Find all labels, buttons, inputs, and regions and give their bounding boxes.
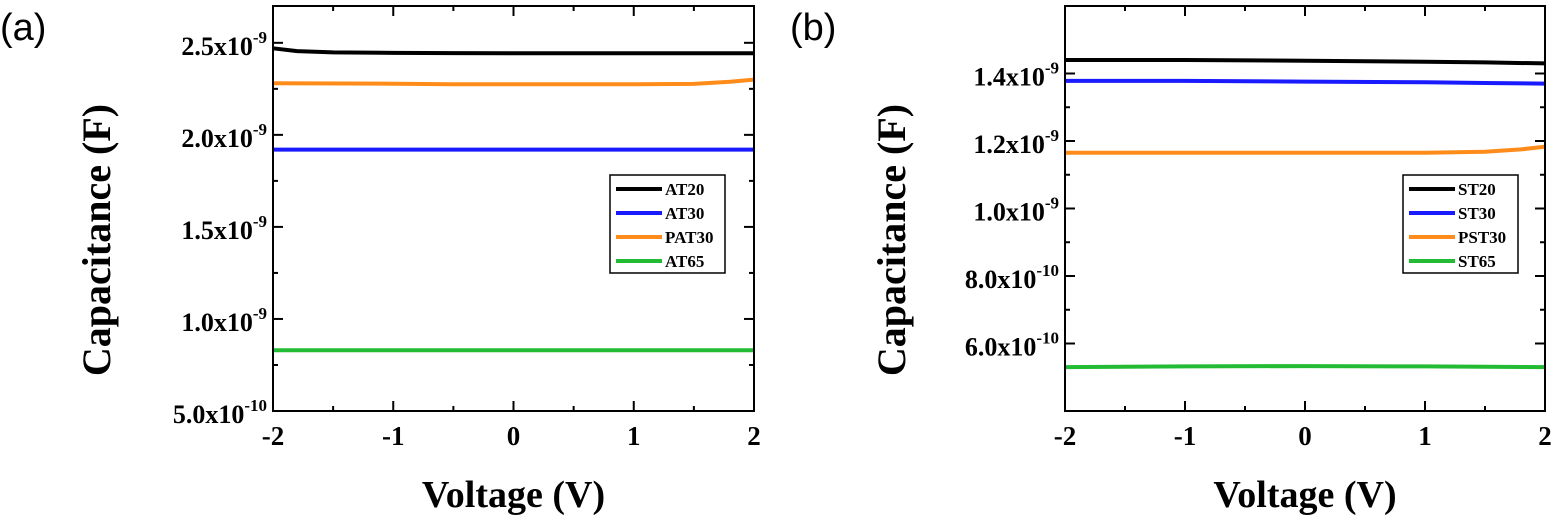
y-tick-label: 5.0x10-10: [173, 396, 267, 429]
legend-label-st65: ST65: [1458, 252, 1496, 271]
series-line-pat30: [272, 77, 755, 87]
x-tick-label: -1: [1174, 421, 1197, 451]
y-tick-label: 1.5x10-9: [181, 212, 267, 245]
legend-label-pat30: PAT30: [665, 228, 713, 247]
y-tick-label: 1.4x10-9: [973, 59, 1059, 92]
y-tick-label: 2.0x10-9: [181, 120, 267, 153]
legend-label-pst30: PST30: [1458, 228, 1506, 247]
series-line-pst30: [1065, 144, 1546, 155]
series-line-st65: [1064, 364, 1546, 370]
legend-label-at20: AT20: [665, 180, 704, 199]
legend: ST20 ST30 PST30 ST65: [1402, 174, 1519, 274]
x-tick-label: 2: [747, 421, 761, 451]
y-axis-label: Capacitance (F): [869, 104, 914, 376]
x-axis-label: Voltage (V): [422, 474, 605, 516]
x-tick-label: 0: [507, 421, 521, 451]
legend-box: [1402, 174, 1519, 274]
y-tick-label: 1.2x10-9: [973, 126, 1059, 159]
chart-panel-b: (b) -2 -1 0 1 2 6.0x10-10 8.0x10-10 1.0x10-9 1.2x…: [790, 5, 1552, 516]
legend-label-st30: ST30: [1458, 204, 1496, 223]
legend-label-at65: AT65: [665, 252, 704, 271]
x-tick-label: 0: [1298, 421, 1312, 451]
y-tick-label: 1.0x10-9: [973, 194, 1059, 227]
x-tick-label: 1: [627, 421, 641, 451]
legend-label-at30: AT30: [665, 204, 704, 223]
x-axis-label: Voltage (V): [1213, 474, 1396, 516]
y-axis-label: Capacitance (F): [74, 104, 119, 376]
series-line-at20: [272, 46, 754, 56]
chart-panel-a: (a) -2 -1 0 1 2 5.0x10-10 1.0x10-9 1.5x10-9 2.0x1…: [0, 5, 761, 516]
x-tick-label: 2: [1538, 421, 1552, 451]
y-tick-label: 1.0x10-9: [181, 304, 267, 337]
series-line-st20: [1065, 58, 1546, 66]
series-line-st30: [1065, 78, 1546, 86]
legend: AT20 AT30 PAT30 AT65: [609, 174, 726, 274]
y-tick-label: 8.0x10-10: [965, 261, 1059, 294]
x-tick-label: -2: [262, 421, 285, 451]
y-tick-label: 6.0x10-10: [965, 329, 1059, 362]
legend-box: [609, 174, 726, 274]
legend-label-st20: ST20: [1458, 180, 1496, 199]
x-tick-label: -1: [382, 421, 405, 451]
panel-label: (b): [790, 7, 836, 49]
panel-label: (a): [0, 7, 46, 49]
x-tick-label: -2: [1054, 421, 1077, 451]
y-tick-label: 2.5x10-9: [181, 28, 267, 61]
x-tick-label: 1: [1418, 421, 1432, 451]
